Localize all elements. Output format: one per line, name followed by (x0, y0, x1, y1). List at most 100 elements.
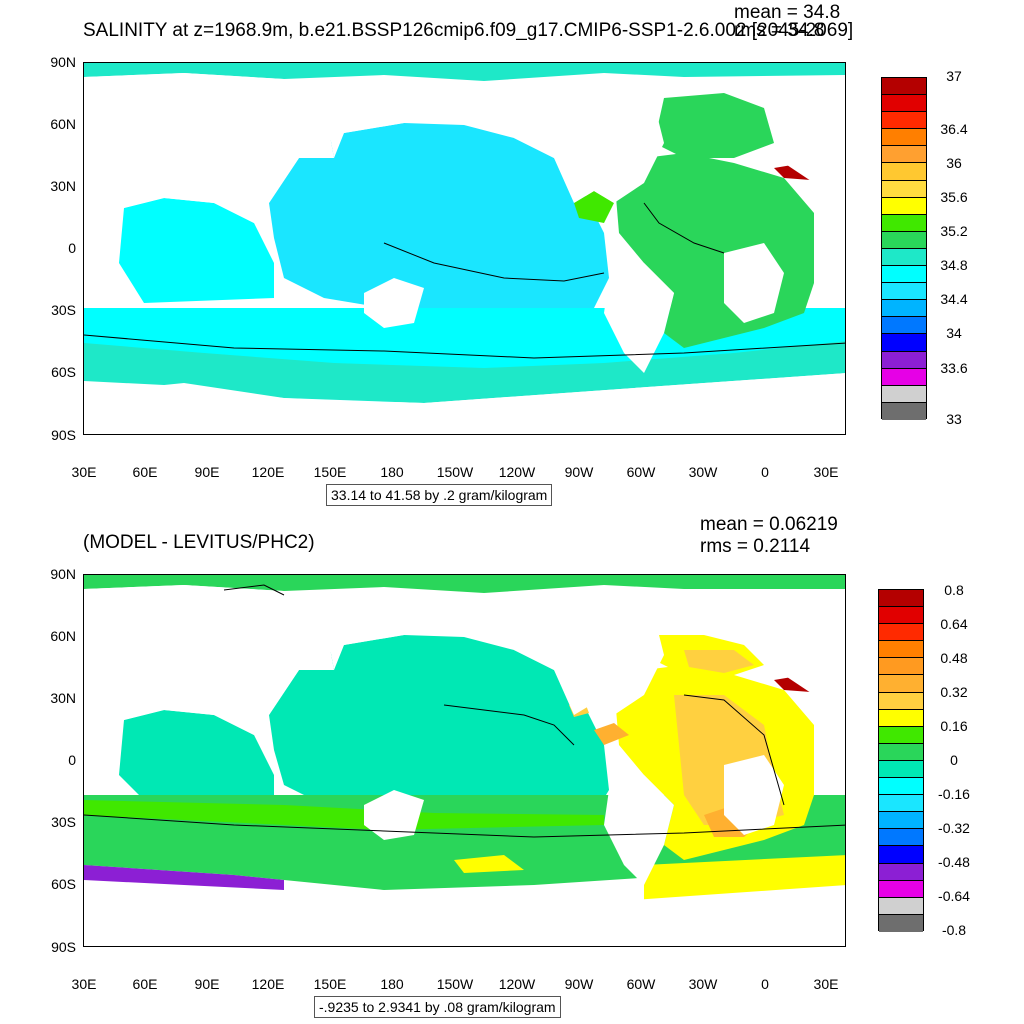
lat-label: 60S (51, 876, 76, 892)
colorbar-label: 35.2 (940, 223, 968, 239)
colorbar-swatch (879, 624, 923, 642)
lat-label: 90N (50, 566, 76, 582)
lon-label: 150W (436, 464, 474, 480)
colorbar-swatch (879, 829, 923, 847)
lon-label: 180 (380, 464, 404, 480)
map-title: (MODEL - LEVITUS/PHC2) (83, 532, 315, 553)
colorbar-label: 34 (946, 325, 962, 341)
colorbar-swatch (879, 778, 923, 796)
difference-map (83, 574, 846, 947)
colorbar (878, 589, 924, 932)
colorbar-swatch (879, 641, 923, 659)
colorbar-swatch (882, 283, 926, 301)
colorbar-swatch (879, 607, 923, 625)
colorbar-label: 35.6 (940, 189, 968, 205)
map-title: SALINITY at z=1968.9m, b.e21.BSSP126cmip… (83, 20, 854, 41)
colorbar-label: 0.8 (944, 582, 964, 598)
colorbar-swatch (882, 146, 926, 164)
lat-label: 60N (50, 116, 76, 132)
colorbar-swatch (879, 675, 923, 693)
lon-label: 60E (132, 464, 158, 480)
rms-label: rms = 0.2114 (700, 536, 811, 557)
lon-label: 60W (626, 976, 656, 992)
colorbar-swatch (882, 402, 926, 420)
range-label: 33.14 to 41.58 by .2 gram/kilogram (326, 484, 553, 506)
lat-label: 30N (50, 178, 76, 194)
lon-label: 120E (251, 464, 285, 480)
colorbar (881, 77, 927, 420)
lat-label: 90S (51, 939, 76, 955)
lat-label: 60N (50, 628, 76, 644)
colorbar-swatch (882, 385, 926, 403)
colorbar-swatch (882, 78, 926, 96)
lon-label: 30W (688, 464, 718, 480)
colorbar-label: 33 (946, 411, 962, 427)
colorbar-label: 0.32 (940, 684, 968, 700)
colorbar-swatch (882, 112, 926, 130)
colorbar-label: 0.64 (940, 616, 968, 632)
colorbar-swatch (879, 743, 923, 761)
salinity-panel: SALINITY at z=1968.9m, b.e21.BSSP126cmip… (50, 2, 968, 506)
lon-label: 60W (626, 464, 656, 480)
colorbar-label: 37 (946, 68, 962, 84)
difference-panel: (MODEL - LEVITUS/PHC2) mean = 0.06219 rm… (0, 512, 1024, 1024)
colorbar-swatch (882, 214, 926, 232)
colorbar-label: 33.6 (940, 360, 968, 376)
colorbar-swatch (882, 197, 926, 215)
colorbar-swatch (879, 812, 923, 830)
colorbar-swatch (879, 897, 923, 915)
colorbar-swatch (879, 590, 923, 608)
mean-label: mean = 34.8 (734, 2, 841, 23)
colorbar-swatch (882, 248, 926, 267)
lon-label: 150W (436, 976, 474, 992)
colorbar-label: -0.32 (938, 820, 970, 836)
mean-label: mean = 0.06219 (700, 514, 838, 535)
colorbar-label: 0.16 (940, 718, 968, 734)
colorbar-swatch (879, 846, 923, 864)
lon-label: 30W (688, 976, 718, 992)
colorbar-swatch (882, 231, 926, 249)
lon-label: 90E (194, 464, 220, 480)
colorbar-swatch (879, 880, 923, 898)
colorbar-swatch (882, 129, 926, 147)
lat-label: 0 (68, 752, 76, 768)
colorbar-swatch (879, 709, 923, 727)
rms-label: rms = 34.8 (734, 20, 825, 41)
colorbar-label: 0 (950, 752, 958, 768)
colorbar-swatch (882, 180, 926, 198)
lon-label: 90W (564, 976, 594, 992)
colorbar-swatch (882, 334, 926, 352)
colorbar-swatch (879, 726, 923, 744)
colorbar-label: 34.8 (940, 257, 968, 273)
lon-label: 0 (761, 464, 769, 480)
lat-label: 60S (51, 364, 76, 380)
colorbar-label: 36.4 (940, 121, 968, 137)
lon-label: 30E (71, 464, 97, 480)
lon-label: 60E (132, 976, 158, 992)
lat-label: 90N (50, 54, 76, 70)
colorbar-swatch (882, 300, 926, 318)
colorbar-swatch (882, 351, 926, 369)
lon-label: 90W (564, 464, 594, 480)
range-label: -.9235 to 2.9341 by .08 gram/kilogram (314, 996, 561, 1018)
lon-label: 30E (71, 976, 97, 992)
colorbar-swatch (879, 658, 923, 676)
colorbar-swatch (882, 266, 926, 284)
colorbar-label: -0.16 (938, 786, 970, 802)
salinity-map (83, 62, 846, 435)
lat-label: 30N (50, 690, 76, 706)
colorbar-swatch (879, 760, 923, 779)
lon-label: 150E (313, 464, 347, 480)
colorbar-swatch (882, 95, 926, 113)
lat-label: 30S (51, 814, 76, 830)
colorbar-swatch (882, 163, 926, 181)
lon-label: 120W (498, 976, 536, 992)
lon-label: 90E (194, 976, 220, 992)
colorbar-label: 0.48 (940, 650, 968, 666)
lat-label: 0 (68, 240, 76, 256)
lat-label: 30S (51, 302, 76, 318)
colorbar-swatch (879, 795, 923, 813)
colorbar-swatch (882, 317, 926, 335)
lon-label: 30E (813, 464, 839, 480)
lon-label: 120W (498, 464, 536, 480)
